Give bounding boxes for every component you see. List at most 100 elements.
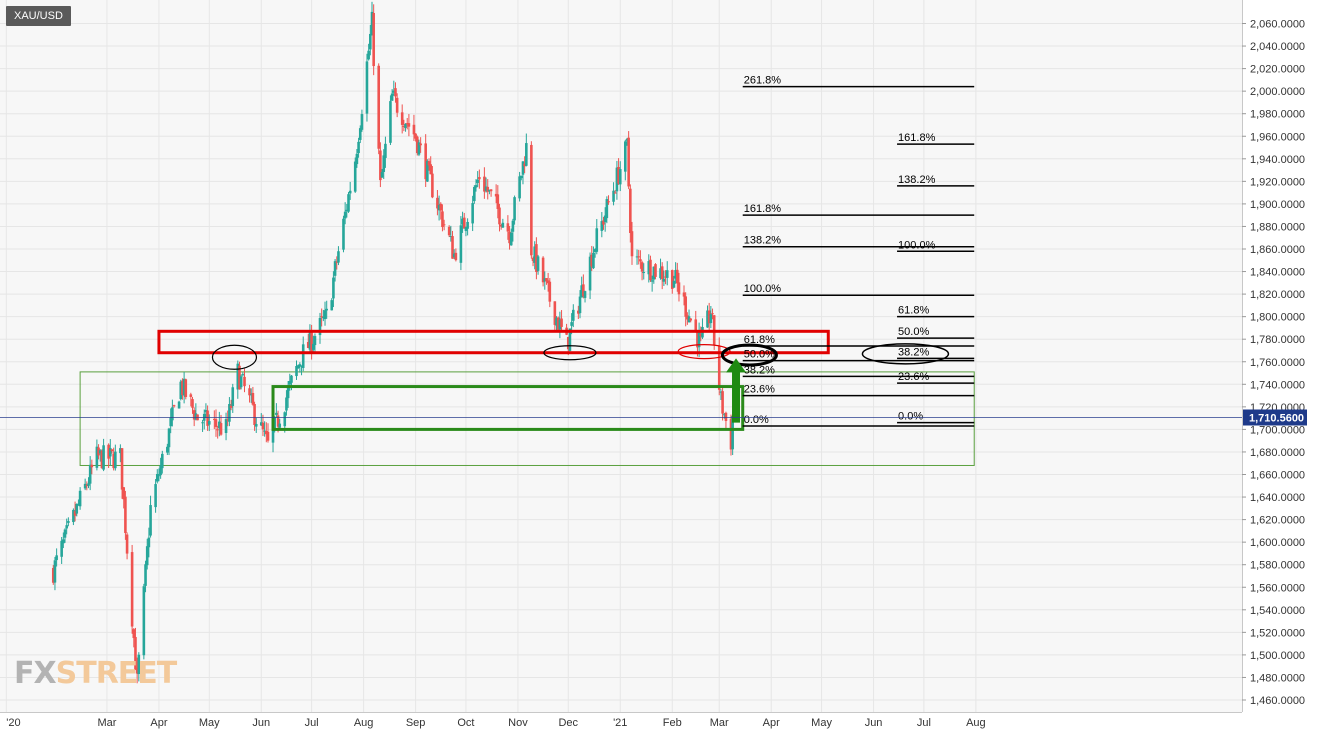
- candle-body: [384, 143, 387, 158]
- time-tick-label: Mar: [97, 717, 116, 729]
- candle-body: [192, 410, 196, 420]
- candle-body: [145, 546, 149, 566]
- candle-body: [577, 310, 580, 314]
- candle-body: [603, 215, 607, 223]
- candle-body: [402, 126, 406, 128]
- candle-body: [275, 412, 278, 415]
- fibonacci-levels: 261.8% 161.8% 138.2% 100.0% 61.8% 50.0% 38.2% 2…: [742, 75, 975, 427]
- price-tick-label: 1,500.0000: [1250, 650, 1305, 662]
- candle-body: [694, 319, 698, 331]
- candle-body: [568, 328, 572, 351]
- candle-body: [394, 88, 397, 97]
- highlight-ellipse: [677, 344, 731, 360]
- candle-body: [595, 228, 599, 252]
- price-axis[interactable]: [1242, 0, 1318, 712]
- candle-body: [400, 112, 404, 125]
- candle-body: [464, 227, 468, 231]
- candle-body: [144, 564, 147, 586]
- highlight-ellipse: [861, 343, 950, 365]
- price-tick-label: 1,780.0000: [1250, 334, 1305, 346]
- candle-body: [731, 415, 734, 450]
- candle-body: [545, 278, 548, 282]
- candle-body: [442, 224, 446, 226]
- time-axis[interactable]: [0, 712, 1242, 735]
- fib-level-label: 100.0%: [898, 239, 936, 251]
- candle-body: [684, 296, 687, 317]
- candle-body: [548, 281, 552, 302]
- candle-body: [415, 136, 419, 154]
- time-tick-label: Jul: [917, 717, 931, 729]
- candle-body: [167, 428, 171, 448]
- candle-body: [466, 221, 469, 229]
- wide-zone-layer: [79, 371, 975, 466]
- candle-body: [149, 505, 152, 536]
- fib-level-label: 161.8%: [898, 132, 936, 144]
- candle-body: [560, 318, 563, 327]
- candle-body: [142, 586, 146, 656]
- fib-level-label: 261.8%: [744, 75, 782, 87]
- candle-body: [629, 188, 632, 234]
- candle-body: [271, 427, 275, 443]
- candle-body: [513, 197, 516, 221]
- candle-body: [290, 375, 293, 383]
- candle-body: [449, 235, 453, 237]
- candle-body: [535, 244, 538, 272]
- candle-body: [347, 194, 350, 212]
- candle-body: [365, 61, 369, 114]
- highlight-ellipse: [543, 345, 597, 361]
- candle-body: [494, 193, 498, 197]
- candle-body: [506, 223, 510, 232]
- candle-body: [226, 419, 230, 421]
- candle-body: [216, 429, 219, 431]
- candle-body: [313, 336, 317, 346]
- candle-body: [613, 192, 617, 194]
- candle-body: [672, 280, 676, 288]
- candle-body: [677, 282, 681, 295]
- time-tick-label: Nov: [508, 717, 528, 729]
- price-tick-label: 1,560.0000: [1250, 582, 1305, 594]
- candle-body: [218, 421, 221, 429]
- candle-body: [541, 257, 545, 283]
- candle-body: [580, 285, 583, 298]
- candle-body: [392, 90, 396, 93]
- price-tick-label: 1,880.0000: [1250, 221, 1305, 233]
- candle-body: [696, 331, 699, 348]
- price-tick-label: 1,680.0000: [1250, 447, 1305, 459]
- candle-body: [501, 222, 505, 228]
- candle-body: [555, 317, 558, 326]
- symbol-badge[interactable]: XAU/USD: [6, 6, 71, 26]
- time-tick-label: Dec: [558, 717, 578, 729]
- candle-body: [370, 11, 374, 36]
- candle-body: [647, 261, 651, 275]
- fib-level-label: 100.0%: [744, 283, 782, 295]
- candle-body: [130, 552, 134, 627]
- candle-body: [650, 280, 654, 282]
- candle-body: [724, 412, 728, 421]
- time-tick-label: Apr: [150, 717, 167, 729]
- candle-body: [556, 317, 560, 330]
- candle-body: [318, 317, 322, 336]
- time-tick-label: Feb: [663, 717, 682, 729]
- candle-body: [342, 218, 345, 250]
- candle-body: [566, 337, 570, 350]
- candle-body: [308, 330, 312, 350]
- candle-body: [214, 419, 218, 427]
- candle-body: [617, 166, 620, 184]
- candle-body: [300, 365, 303, 367]
- candle-body: [122, 487, 126, 500]
- candle-body: [157, 475, 161, 477]
- time-tick-label: Apr: [763, 717, 780, 729]
- candle-body: [273, 416, 276, 430]
- candle-body: [72, 509, 75, 523]
- candle-body: [543, 278, 547, 282]
- candle-body: [177, 401, 181, 409]
- candle-body: [306, 342, 310, 349]
- candle-body: [55, 555, 58, 561]
- candle-body: [353, 161, 357, 192]
- price-tick-label: 1,800.0000: [1250, 312, 1305, 324]
- chart-plot-area[interactable]: [0, 0, 1242, 712]
- candle-body: [360, 114, 364, 130]
- candle-body: [134, 636, 137, 670]
- candle-body: [191, 399, 194, 408]
- candle-body: [489, 189, 493, 192]
